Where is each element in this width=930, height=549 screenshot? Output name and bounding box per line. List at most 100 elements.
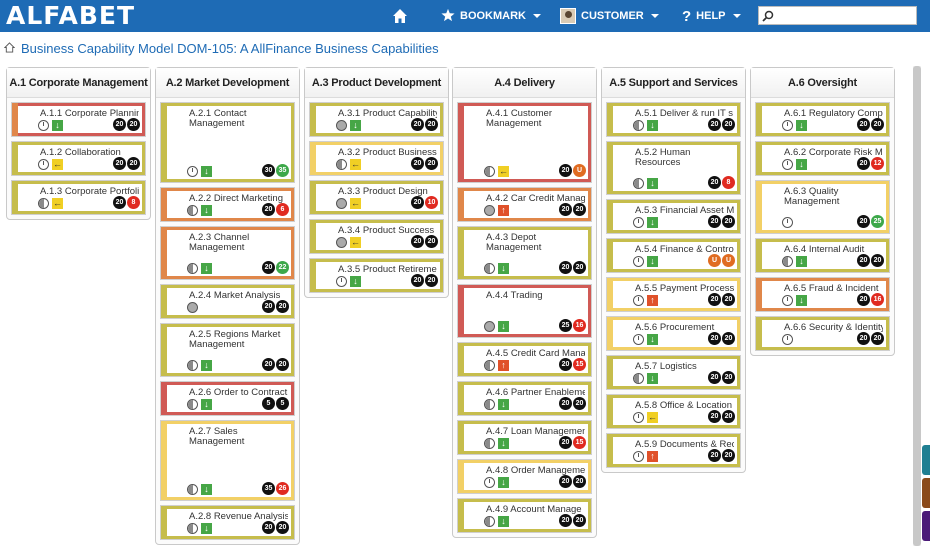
count-badge[interactable]: U <box>573 164 586 177</box>
count-badge[interactable]: 20 <box>573 397 586 410</box>
count-badge[interactable]: 20 <box>411 196 424 209</box>
count-badge[interactable]: 10 <box>425 196 438 209</box>
capability-card[interactable]: A.5.3 Financial Asset M ↓ 20 20 <box>606 199 741 234</box>
capability-card[interactable]: A.5.6 Procurement ↓ 20 20 <box>606 316 741 351</box>
capability-card[interactable]: A.3.1 Product Capability ↓ 20 20 <box>309 102 444 137</box>
count-badge[interactable]: 6 <box>276 203 289 216</box>
count-badge[interactable]: 20 <box>573 261 586 274</box>
count-badge[interactable]: 20 <box>276 358 289 371</box>
count-badge[interactable]: 20 <box>559 514 572 527</box>
count-badge[interactable]: 20 <box>573 203 586 216</box>
count-badge[interactable]: 20 <box>722 371 735 384</box>
count-badge[interactable]: 20 <box>262 521 275 534</box>
count-badge[interactable]: 20 <box>276 300 289 313</box>
capability-card[interactable]: A.5.8 Office & Location ← 20 20 <box>606 394 741 429</box>
count-badge[interactable]: 20 <box>573 514 586 527</box>
capability-card[interactable]: A.2.4 Market Analysis 20 20 <box>160 284 295 319</box>
count-badge[interactable]: 20 <box>857 293 870 306</box>
count-badge[interactable]: 20 <box>262 358 275 371</box>
capability-card[interactable]: A.3.4 Product Success ← 20 20 <box>309 219 444 254</box>
capability-card[interactable]: A.4.4 Trading ↓ 25 16 <box>457 284 592 338</box>
count-badge[interactable]: 20 <box>708 410 721 423</box>
capability-card[interactable]: A.5.2 Human Resources ↓ 20 8 <box>606 141 741 195</box>
count-badge[interactable]: 20 <box>857 157 870 170</box>
column-header[interactable]: A.3 Product Development <box>305 68 448 98</box>
capability-card[interactable]: A.3.2 Product Business ← 20 20 <box>309 141 444 176</box>
count-badge[interactable]: 20 <box>276 521 289 534</box>
capability-card[interactable]: A.5.7 Logistics ↓ 20 20 <box>606 355 741 390</box>
capability-card[interactable]: A.5.9 Documents & Rec ↑ 20 20 <box>606 433 741 468</box>
count-badge[interactable]: 20 <box>857 254 870 267</box>
count-badge[interactable]: 20 <box>425 157 438 170</box>
count-badge[interactable]: 8 <box>722 176 735 189</box>
scroll-thumb[interactable] <box>913 66 921 546</box>
count-badge[interactable]: 20 <box>708 176 721 189</box>
capability-card[interactable]: A.6.6 Security & Identity 20 20 <box>755 316 890 351</box>
capability-card[interactable]: A.4.6 Partner Enableme ↓ 20 20 <box>457 381 592 416</box>
capability-card[interactable]: A.4.7 Loan Managemen ↓ 20 15 <box>457 420 592 455</box>
count-badge[interactable]: 20 <box>127 157 140 170</box>
count-badge[interactable]: 20 <box>411 274 424 287</box>
count-badge[interactable]: 20 <box>722 118 735 131</box>
count-badge[interactable]: 20 <box>411 235 424 248</box>
column-header[interactable]: A.6 Oversight <box>751 68 894 98</box>
count-badge[interactable]: 20 <box>708 332 721 345</box>
home-icon[interactable] <box>392 8 408 24</box>
capability-card[interactable]: A.2.5 Regions Market Management ↓ 20 20 <box>160 323 295 377</box>
capability-card[interactable]: A.4.9 Account Manage ↓ 20 20 <box>457 498 592 533</box>
capability-card[interactable]: A.4.3 Depot Management ↓ 20 20 <box>457 226 592 280</box>
count-badge[interactable]: 35 <box>276 164 289 177</box>
count-badge[interactable]: 20 <box>559 164 572 177</box>
count-badge[interactable]: 8 <box>127 196 140 209</box>
count-badge[interactable]: 20 <box>559 475 572 488</box>
count-badge[interactable]: 20 <box>857 332 870 345</box>
count-badge[interactable]: 25 <box>871 215 884 228</box>
capability-card[interactable]: A.1.3 Corporate Portfoli ← 20 8 <box>11 180 146 215</box>
count-badge[interactable]: 20 <box>871 254 884 267</box>
count-badge[interactable]: 15 <box>573 358 586 371</box>
capability-card[interactable]: A.1.1 Corporate Plannin ↓ 20 20 <box>11 102 146 137</box>
capability-card[interactable]: A.6.1 Regulatory Compl ↓ 20 20 <box>755 102 890 137</box>
bookmark-menu[interactable]: BOOKMARK <box>441 0 541 32</box>
count-badge[interactable]: 20 <box>113 196 126 209</box>
help-menu[interactable]: ? HELP <box>682 0 741 32</box>
count-badge[interactable]: 30 <box>262 164 275 177</box>
count-badge[interactable]: 20 <box>857 215 870 228</box>
capability-card[interactable]: A.6.3 Quality Management 20 25 <box>755 180 890 234</box>
vertical-scrollbar[interactable] <box>913 66 921 546</box>
side-tab-purple[interactable] <box>922 511 930 541</box>
count-badge[interactable]: 20 <box>425 118 438 131</box>
capability-card[interactable]: A.2.1 Contact Management ↓ 30 35 <box>160 102 295 183</box>
count-badge[interactable]: 20 <box>708 215 721 228</box>
count-badge[interactable]: 26 <box>276 482 289 495</box>
capability-card[interactable]: A.2.2 Direct Marketing ↓ 20 6 <box>160 187 295 222</box>
count-badge[interactable]: 20 <box>559 436 572 449</box>
count-badge[interactable]: 20 <box>425 274 438 287</box>
count-badge[interactable]: 20 <box>708 118 721 131</box>
capability-card[interactable]: A.6.5 Fraud & Incident ↓ 20 16 <box>755 277 890 312</box>
capability-card[interactable]: A.2.8 Revenue Analysis ↓ 20 20 <box>160 505 295 540</box>
capability-card[interactable]: A.6.4 Internal Audit ↓ 20 20 <box>755 238 890 273</box>
capability-card[interactable]: A.6.2 Corporate Risk M ↓ 20 12 <box>755 141 890 176</box>
capability-card[interactable]: A.4.2 Car Credit Manag ↑ 20 20 <box>457 187 592 222</box>
count-badge[interactable]: 20 <box>127 118 140 131</box>
column-header[interactable]: A.5 Support and Services <box>602 68 745 98</box>
count-badge[interactable]: 20 <box>113 157 126 170</box>
capability-card[interactable]: A.2.7 Sales Management ↓ 35 26 <box>160 420 295 501</box>
capability-card[interactable]: A.4.5 Credit Card Mana ↑ 20 15 <box>457 342 592 377</box>
count-badge[interactable]: 20 <box>708 371 721 384</box>
count-badge[interactable]: U <box>722 254 735 267</box>
capability-card[interactable]: A.5.5 Payment Processi ↑ 20 20 <box>606 277 741 312</box>
count-badge[interactable]: 20 <box>708 293 721 306</box>
count-badge[interactable]: 20 <box>262 300 275 313</box>
count-badge[interactable]: 20 <box>708 449 721 462</box>
count-badge[interactable]: 20 <box>262 261 275 274</box>
capability-card[interactable]: A.5.1 Deliver & run IT s ↓ 20 20 <box>606 102 741 137</box>
capability-card[interactable]: A.5.4 Finance & Control ↓ U U <box>606 238 741 273</box>
count-badge[interactable]: 20 <box>722 332 735 345</box>
capability-card[interactable]: A.3.5 Product Retireme ↓ 20 20 <box>309 258 444 293</box>
count-badge[interactable]: U <box>708 254 721 267</box>
count-badge[interactable]: 20 <box>411 157 424 170</box>
count-badge[interactable]: 20 <box>722 293 735 306</box>
count-badge[interactable]: 20 <box>871 332 884 345</box>
